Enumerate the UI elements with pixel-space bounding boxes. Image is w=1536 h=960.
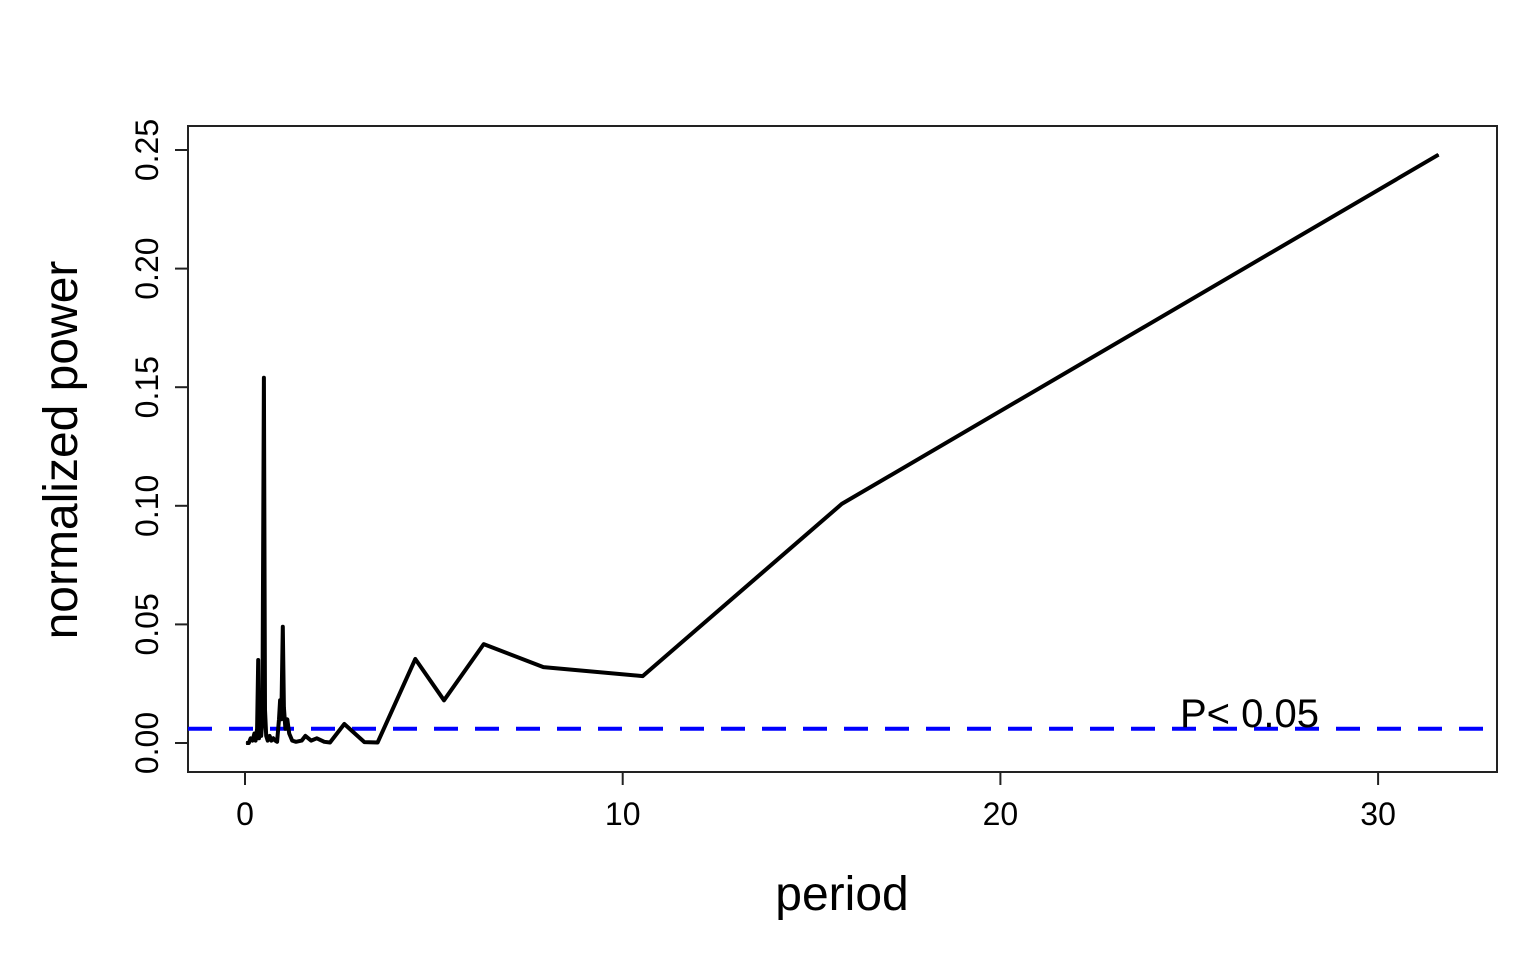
data-point	[542, 666, 544, 668]
x-axis-label: period	[775, 868, 908, 921]
data-point	[274, 740, 276, 742]
data-point	[270, 740, 272, 742]
y-tick-label: 0.20	[129, 237, 165, 299]
data-point	[255, 740, 257, 742]
series-line	[246, 152, 1440, 745]
data-point	[443, 699, 445, 701]
data-point	[483, 643, 485, 645]
data-point	[253, 733, 255, 735]
y-axis: 0.00 0.05 0.10 0.15 0.20 0.25	[129, 119, 188, 774]
data-point	[260, 735, 262, 737]
data-point	[264, 709, 266, 711]
data-point	[265, 735, 267, 737]
x-tick-label: 10	[605, 796, 641, 832]
data-point	[283, 706, 285, 708]
data-point	[323, 741, 325, 743]
x-tick-label: 30	[1360, 796, 1396, 832]
data-point	[248, 742, 250, 744]
plot-frame	[187, 125, 1498, 773]
data-point	[276, 741, 278, 743]
data-point	[284, 728, 286, 730]
y-axis-label: normalized power	[35, 261, 88, 640]
data-point	[263, 377, 265, 379]
data-point	[363, 741, 365, 743]
x-tick-label: 20	[983, 796, 1019, 832]
data-point	[278, 718, 280, 720]
data-point	[267, 740, 269, 742]
data-point	[301, 740, 303, 742]
y-tick-label: 0.10	[129, 475, 165, 537]
data-point	[316, 737, 318, 739]
data-point	[257, 659, 259, 661]
data-point	[252, 740, 254, 742]
data-point	[272, 737, 274, 739]
data-point	[269, 735, 271, 737]
data-point	[288, 733, 290, 735]
data-point	[256, 728, 258, 730]
data-point	[304, 735, 306, 737]
data-point	[261, 718, 263, 720]
data-point	[280, 718, 282, 720]
data-point	[291, 740, 293, 742]
data-point	[310, 740, 312, 742]
data-point	[377, 742, 379, 744]
x-axis: 0 10 20 30	[236, 772, 1396, 832]
y-tick-label: 0.15	[129, 356, 165, 418]
y-tick-label: 0.25	[129, 119, 165, 181]
data-point	[245, 742, 247, 744]
data-point	[329, 742, 331, 744]
x-tick-label: 0	[236, 796, 254, 832]
data-point	[286, 718, 288, 720]
data-point	[282, 626, 284, 628]
data-point	[258, 737, 260, 739]
data-point	[414, 658, 416, 660]
data-point	[279, 699, 281, 701]
data-point	[259, 714, 261, 716]
y-tick-label: 0.00	[129, 712, 165, 774]
series-points	[245, 154, 1440, 744]
data-point	[250, 737, 252, 739]
data-point	[841, 503, 843, 505]
threshold-label: P< 0.05	[1180, 692, 1319, 736]
data-point	[642, 675, 644, 677]
data-point	[343, 723, 345, 725]
data-point	[295, 741, 297, 743]
data-point	[1438, 154, 1440, 156]
y-tick-label: 0.05	[129, 593, 165, 655]
